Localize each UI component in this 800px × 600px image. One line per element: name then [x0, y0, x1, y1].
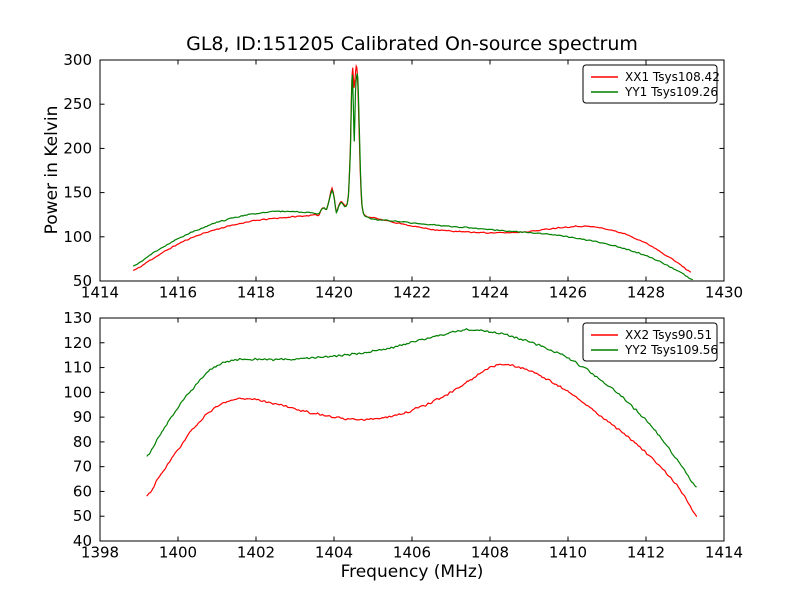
y-tick-label: 150 [63, 184, 92, 202]
x-tick-label: 1412 [627, 544, 665, 562]
chart-title: GL8, ID:151205 Calibrated On-source spec… [186, 33, 638, 55]
legend-label: YY2 Tsys109.56 [624, 343, 718, 357]
bottom-chart: 1398 1400 1402 1404 1406 1408 1410 1412 1414 40 50… [63, 309, 743, 562]
top-series-yy1-line [132, 73, 693, 281]
y-axis-label: Power in Kelvin [42, 105, 62, 235]
x-tick-label: 1398 [81, 544, 119, 562]
x-tick-label: 1424 [471, 284, 509, 302]
x-tick-label: 1418 [237, 284, 275, 302]
y-tick-label: 100 [63, 383, 92, 401]
y-tick-label: 300 [63, 51, 92, 69]
legend-label: YY1 Tsys109.26 [624, 85, 718, 99]
top-chart: 1414 1416 1418 1420 1422 1424 1426 1428 1430 50 10… [63, 51, 743, 302]
y-tick-label: 70 [73, 458, 92, 476]
bottom-tick-labels: 1398 1400 1402 1404 1406 1408 1410 1412 1414 40 50… [63, 309, 743, 562]
x-tick-label: 1400 [159, 544, 197, 562]
x-tick-label: 1410 [549, 544, 587, 562]
x-tick-label: 1408 [471, 544, 509, 562]
x-tick-label: 1406 [393, 544, 431, 562]
x-tick-label: 1420 [315, 284, 353, 302]
y-tick-label: 120 [63, 334, 92, 352]
top-axes-frame [99, 59, 725, 282]
y-tick-label: 80 [73, 433, 92, 451]
x-tick-label: 1430 [705, 284, 743, 302]
x-tick-label: 1422 [393, 284, 431, 302]
y-tick-label: 50 [73, 272, 92, 290]
y-tick-label: 100 [63, 228, 92, 246]
legend-label: XX2 Tsys90.51 [625, 328, 712, 342]
x-tick-label: 1416 [159, 284, 197, 302]
bottom-series-xx2-line [146, 363, 698, 518]
y-tick-label: 250 [63, 95, 92, 113]
y-tick-label: 60 [73, 482, 92, 500]
x-tick-label: 1414 [81, 284, 119, 302]
y-tick-label: 40 [73, 532, 92, 550]
bottom-series-yy2-line [146, 327, 697, 488]
bottom-legend-box [582, 322, 718, 362]
x-axis-label: Frequency (MHz) [340, 562, 484, 582]
x-tick-label: 1404 [315, 544, 353, 562]
legend-label: XX1 Tsys108.42 [625, 70, 720, 84]
y-tick-label: 50 [73, 507, 92, 525]
x-tick-label: 1426 [549, 284, 587, 302]
bottom-axes-frame [99, 317, 725, 542]
bottom-ticks [99, 317, 725, 542]
y-tick-label: 90 [73, 408, 92, 426]
y-tick-label: 200 [63, 139, 92, 157]
top-legend-box [582, 64, 718, 104]
top-series-xx1-line [132, 63, 692, 273]
x-tick-label: 1414 [705, 544, 743, 562]
y-tick-label: 130 [63, 309, 92, 327]
y-tick-label: 110 [63, 359, 92, 377]
top-tick-labels: 1414 1416 1418 1420 1422 1424 1426 1428 1430 50 10… [63, 51, 743, 302]
x-tick-label: 1402 [237, 544, 275, 562]
x-tick-label: 1428 [627, 284, 665, 302]
